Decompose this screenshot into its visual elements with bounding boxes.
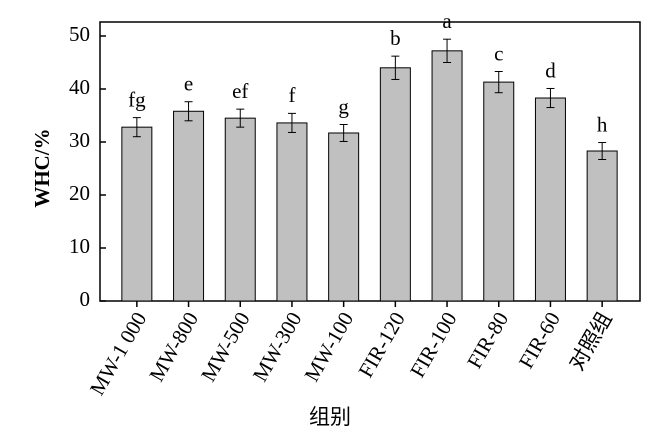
x-tick-label: FIR-120 [353, 308, 409, 382]
bar [121, 126, 153, 302]
x-axis-label: 组别 [309, 405, 351, 429]
x-tick-label: FIR-60 [514, 308, 565, 373]
plot-frame [99, 21, 641, 302]
x-tick-label: MW-800 [144, 308, 203, 386]
error-bar [339, 124, 348, 142]
bar [328, 132, 360, 302]
error-bar [287, 112, 296, 133]
error-bar [236, 108, 245, 128]
y-axis-label: WHC/% [30, 128, 54, 207]
bar [586, 150, 618, 302]
significance-letter: c [494, 41, 503, 65]
y-tick-label: 50 [69, 22, 90, 46]
significance-letter: g [338, 94, 349, 118]
error-bar [184, 101, 193, 122]
error-bar [598, 142, 607, 160]
y-tick-label: 0 [80, 287, 91, 311]
x-tick-label: FIR-100 [405, 308, 461, 382]
y-tick-label: 30 [69, 128, 90, 152]
bar [534, 97, 566, 302]
bar [173, 110, 205, 302]
error-bar [443, 38, 452, 63]
bar [224, 117, 256, 302]
significance-letter: ef [232, 79, 248, 103]
y-tick-label: 20 [69, 181, 90, 205]
bar [431, 50, 463, 302]
bar [379, 67, 411, 302]
significance-letter: f [288, 83, 295, 107]
x-tick-label: MW-300 [248, 308, 307, 386]
x-tick-label: MW-100 [299, 308, 358, 386]
x-tick-label: FIR-80 [462, 308, 513, 373]
error-bar [132, 117, 141, 138]
error-bar [494, 71, 503, 94]
bar [276, 122, 308, 302]
y-tick-label: 40 [69, 75, 90, 99]
error-bar [546, 87, 555, 109]
significance-letter: d [545, 58, 556, 82]
x-tick-label: MW-500 [196, 308, 255, 386]
significance-letter: a [442, 9, 452, 33]
significance-letter: b [390, 26, 401, 50]
significance-letter: fg [128, 87, 146, 111]
x-tick-label: MW-1 000 [85, 308, 152, 399]
error-bar [391, 55, 400, 80]
x-tick-label: 对照组 [564, 308, 616, 375]
significance-letter: e [184, 72, 193, 96]
y-tick-label: 10 [69, 234, 90, 258]
bar [483, 81, 515, 302]
significance-letter: h [597, 112, 608, 136]
